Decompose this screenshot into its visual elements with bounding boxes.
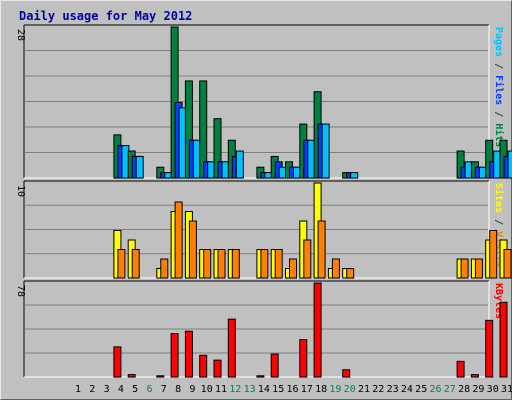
x-tick-label: 12 [229, 384, 241, 395]
bar-kbytes-day-29 [470, 374, 479, 378]
x-tick-label: 1 [75, 384, 81, 395]
bar-kbytes-day-14 [256, 375, 265, 378]
bar-visits-day-20 [346, 268, 355, 279]
legend-entry: KBytes [493, 283, 504, 319]
x-tick-label: 6 [146, 384, 152, 395]
x-tick-label: 20 [344, 384, 356, 395]
legend: KBytes [493, 283, 504, 319]
bar-visits-day-15 [274, 249, 283, 279]
bar-visits-day-28 [460, 258, 469, 279]
bar-visits-day-10 [203, 249, 212, 279]
x-tick-label: 30 [487, 384, 499, 395]
bar-pages-day-20 [350, 172, 359, 179]
legend: Pages / Files / Hits [493, 27, 505, 147]
x-tick-label: 24 [401, 384, 413, 395]
x-tick-label: 28 [458, 384, 470, 395]
x-tick-label: 14 [258, 384, 270, 395]
x-tick-label: 19 [329, 384, 341, 395]
x-tick-label: 25 [415, 384, 427, 395]
bar-visits-day-5 [131, 249, 140, 279]
panel-kbytes: 78 KBytes [15, 280, 508, 378]
bar-pages-day-5 [135, 155, 144, 179]
bar-pages-day-31 [507, 150, 512, 179]
x-tick-label: 3 [104, 384, 110, 395]
bar-kbytes-day-12 [227, 318, 236, 378]
bar-visits-day-9 [188, 220, 197, 279]
bar-visits-day-8 [174, 201, 183, 279]
x-tick-label: 21 [358, 384, 370, 395]
bar-visits-day-18 [317, 220, 326, 279]
x-tick-label: 7 [161, 384, 167, 395]
chart-title: Daily usage for May 2012 [19, 9, 192, 23]
bar-visits-day-12 [231, 249, 240, 279]
bar-visits-day-17 [303, 239, 312, 279]
x-tick-label: 22 [372, 384, 384, 395]
legend-entry: Pages [493, 27, 504, 57]
x-tick-label: 18 [315, 384, 327, 395]
x-tick-label: 26 [429, 384, 441, 395]
bar-kbytes-day-4 [113, 346, 122, 378]
x-tick-label: 10 [201, 384, 213, 395]
x-tick-label: 23 [387, 384, 399, 395]
x-tick-label: 2 [89, 384, 95, 395]
panel-visits: 10 Sites / Visits [15, 180, 512, 279]
legend-entry: / [493, 213, 504, 231]
x-tick-label: 16 [286, 384, 298, 395]
bar-kbytes-day-9 [184, 330, 193, 378]
axis-max-label: 10 [15, 185, 26, 197]
bar-kbytes-day-17 [299, 339, 308, 378]
bar-kbytes-day-18 [313, 282, 322, 378]
bar-pages-day-18 [321, 123, 330, 179]
bar-visits-day-30 [489, 230, 498, 279]
x-tick-label: 31 [501, 384, 512, 395]
bar-kbytes-day-15 [270, 353, 279, 378]
bar-kbytes-day-31 [499, 301, 508, 378]
bar-kbytes-day-10 [199, 354, 208, 378]
bar-visits-day-31 [503, 249, 512, 279]
legend-entry: / [493, 57, 504, 75]
bar-pages-day-12 [235, 150, 244, 179]
x-tick-label: 4 [118, 384, 124, 395]
bar-visits-day-4 [117, 249, 126, 279]
legend-entry: / [493, 105, 504, 123]
bar-kbytes-day-11 [213, 359, 222, 378]
x-tick-label: 5 [132, 384, 138, 395]
bar-visits-day-14 [260, 249, 269, 279]
x-tick-label: 11 [215, 384, 227, 395]
bar-visits-day-11 [217, 249, 226, 279]
legend-entry: Files [493, 75, 505, 105]
x-tick-label: 13 [244, 384, 256, 395]
x-tick-label: 17 [301, 384, 313, 395]
x-tick-label: 9 [189, 384, 195, 395]
bar-kbytes-day-28 [456, 360, 465, 378]
bar-kbytes-day-5 [127, 374, 136, 378]
x-tick-label: 15 [272, 384, 284, 395]
x-tick-label: 27 [444, 384, 456, 395]
bar-kbytes-day-30 [485, 319, 494, 378]
bar-visits-day-16 [289, 258, 297, 279]
x-tick-label: 29 [472, 384, 484, 395]
bar-kbytes-day-7 [156, 375, 165, 378]
axis-max-label: 28 [15, 29, 26, 41]
legend-entry: Sites [493, 183, 505, 213]
bar-visits-day-7 [160, 258, 169, 279]
panel-traffic: 28 Pages / Files / Hits [15, 24, 512, 179]
bar-kbytes-day-20 [342, 369, 351, 378]
bar-visits-day-29 [474, 258, 483, 279]
axis-max-label: 78 [15, 285, 26, 297]
bar-visits-day-19 [331, 258, 340, 279]
x-tick-label: 8 [175, 384, 181, 395]
bar-kbytes-day-8 [170, 333, 179, 378]
